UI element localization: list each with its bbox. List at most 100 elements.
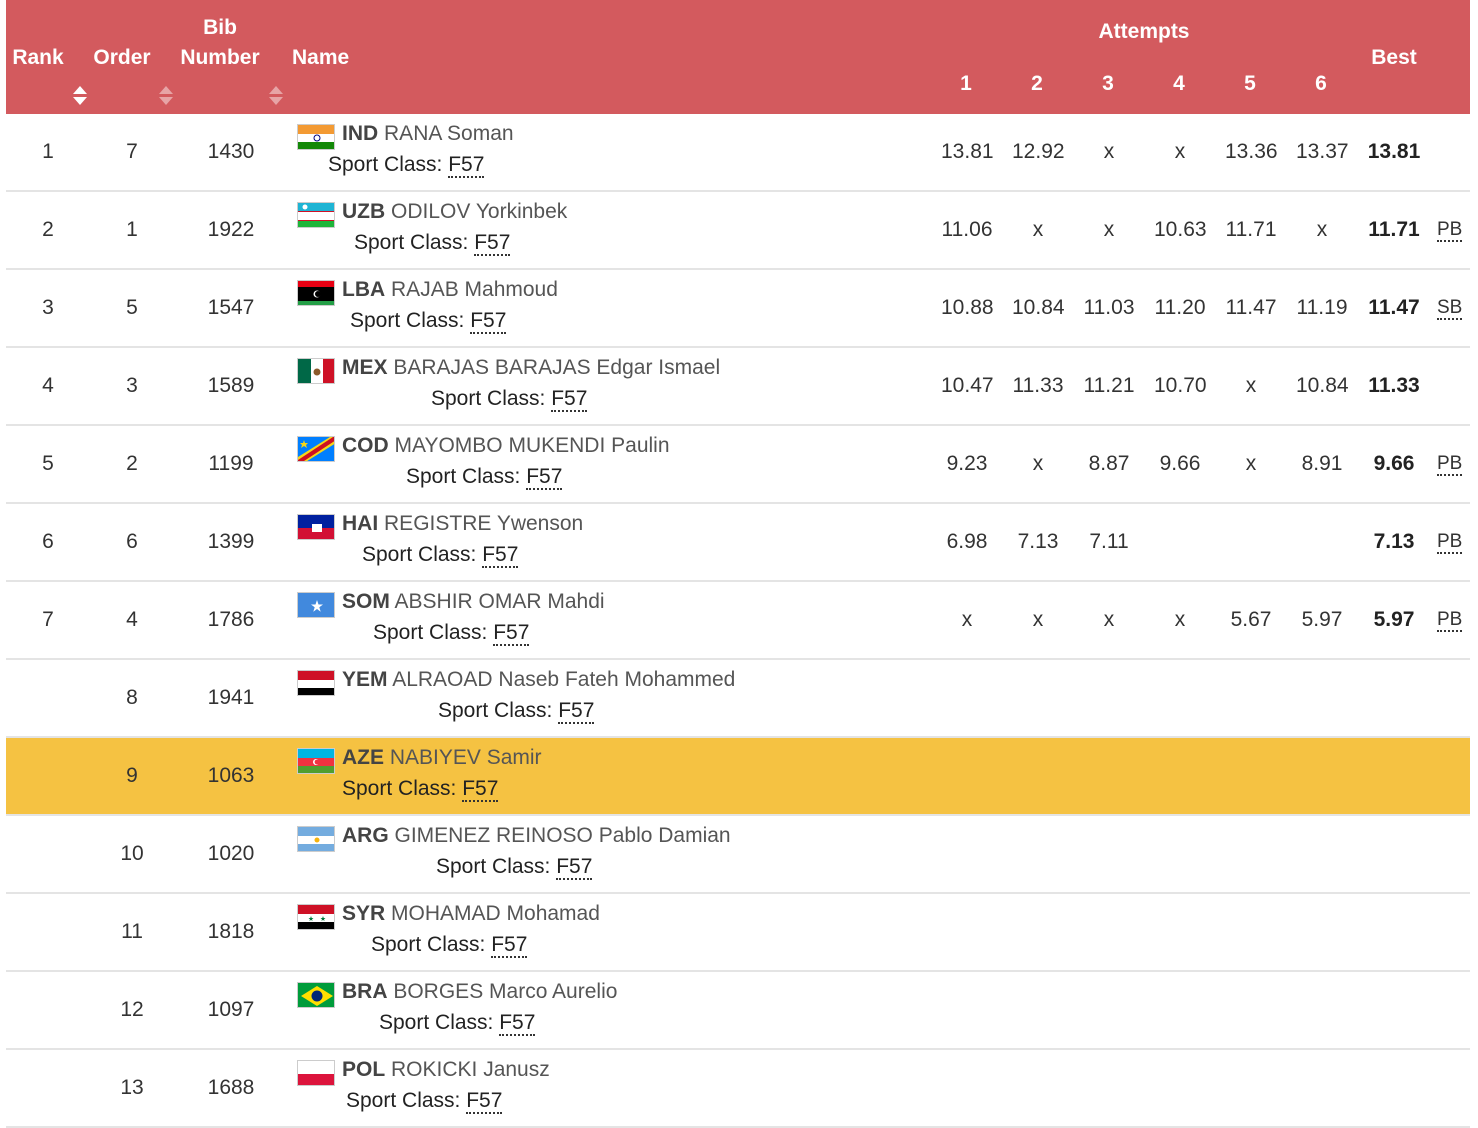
sport-class-label: Sport Class: (350, 309, 465, 332)
athlete-name[interactable]: COD MAYOMBO MUKENDI Paulin (342, 434, 670, 458)
attempt-2-cell (1012, 894, 1064, 970)
order-cell: 1 (126, 218, 138, 241)
sport-class-value[interactable]: F57 (448, 153, 485, 178)
sport-class: Sport Class: F57 (346, 1089, 503, 1114)
table-row[interactable]: 10 1020 ARG GIMENEZ REINOSO Pablo Damian Sp… (6, 816, 1470, 894)
athlete-name[interactable]: LBA RAJAB Mahmoud (342, 278, 558, 302)
athlete-name[interactable]: HAI REGISTRE Ywenson (342, 512, 583, 536)
athlete-full-name: BORGES Marco Aurelio (393, 980, 618, 1003)
table-row[interactable]: 13 1688 POL ROKICKI Janusz Sport Class: F57 (6, 1050, 1470, 1128)
order-cell: 7 (126, 140, 138, 163)
athlete-full-name: REGISTRE Ywenson (384, 512, 584, 535)
table-row[interactable]: 8 1941 YEM ALRAOAD Naseb Fateh Mohammed Spo… (6, 660, 1470, 738)
attempt-4-cell (1154, 816, 1206, 892)
athlete-full-name: BARAJAS BARAJAS Edgar Ismael (393, 356, 721, 379)
table-row[interactable]: 1 7 1430 IND RANA Soman Sport Class: F57 13.8… (6, 114, 1470, 192)
attempt-1-cell: 13.81 (941, 140, 994, 163)
athlete-name[interactable]: UZB ODILOV Yorkinbek (342, 200, 567, 224)
attempt-6-cell: 8.91 (1301, 452, 1343, 475)
table-row[interactable]: 3 5 1547 LBA RAJAB Mahmoud Sport Class: F57 1… (6, 270, 1470, 348)
sport-class-value[interactable]: F57 (551, 387, 588, 412)
sport-class-value[interactable]: F57 (474, 231, 511, 256)
athlete-full-name: RANA Soman (384, 122, 514, 145)
sport-class-label: Sport Class: (328, 153, 443, 176)
mex-flag-icon (297, 358, 335, 384)
results-table: Rank Order Bib Number Name Attempts 1 2 … (6, 0, 1470, 1128)
rank-cell: 2 (42, 218, 54, 241)
best-cell (1358, 738, 1430, 814)
table-row[interactable]: 11 1818 SYR MOHAMAD Mohamad Sport Class: F5… (6, 894, 1470, 972)
sort-rank-icon[interactable] (73, 86, 87, 106)
attempt-2-cell (1012, 1050, 1064, 1126)
athlete-name[interactable]: SOM ABSHIR OMAR Mahdi (342, 590, 605, 614)
sport-class-value[interactable]: F57 (462, 777, 499, 802)
athlete-name[interactable]: BRA BORGES Marco Aurelio (342, 980, 617, 1004)
col-best-header: Best (1371, 46, 1417, 69)
attempt-1-cell: 10.47 (941, 374, 994, 397)
rank-cell: 1 (42, 140, 54, 163)
sport-class-value[interactable]: F57 (470, 309, 507, 334)
attempt-5-cell: 5.67 (1230, 608, 1272, 631)
sport-class-value[interactable]: F57 (558, 699, 595, 724)
athlete-full-name: ODILOV Yorkinbek (391, 200, 568, 223)
attempt-4-cell: 11.20 (1154, 296, 1206, 319)
athlete-name[interactable]: AZE NABIYEV Samir (342, 746, 542, 770)
attempt-2-cell: 12.92 (1012, 140, 1065, 163)
col-rank-header[interactable]: Rank (12, 46, 64, 69)
athlete-full-name: GIMENEZ REINOSO Pablo Damian (394, 824, 731, 847)
sport-class-value[interactable]: F57 (491, 933, 528, 958)
best-cell (1358, 972, 1430, 1048)
attempt-3-cell (1083, 1050, 1135, 1126)
athlete-name[interactable]: IND RANA Soman (342, 122, 514, 146)
attempt-3-cell (1083, 660, 1135, 736)
bib-cell: 1399 (207, 530, 255, 553)
attempt-5-cell: 11.47 (1225, 296, 1277, 319)
attempt-1-cell (941, 816, 993, 892)
table-row[interactable]: 5 2 1199 COD MAYOMBO MUKENDI Paulin Sport Cl… (6, 426, 1470, 504)
table-row[interactable]: 9 1063 AZE NABIYEV Samir Sport Class: F57 (6, 738, 1470, 816)
sport-class-value[interactable]: F57 (493, 621, 530, 646)
table-row[interactable]: 7 4 1786 SOM ABSHIR OMAR Mahdi Sport Class: … (6, 582, 1470, 660)
sort-order-icon[interactable] (159, 86, 173, 106)
sport-class-value[interactable]: F57 (556, 855, 593, 880)
sport-class: Sport Class: F57 (436, 855, 593, 880)
best-cell (1358, 894, 1430, 970)
athlete-name[interactable]: ARG GIMENEZ REINOSO Pablo Damian (342, 824, 731, 848)
col-order-header[interactable]: Order (93, 46, 151, 69)
athlete-name[interactable]: POL ROKICKI Janusz (342, 1058, 550, 1082)
attempt-1-header: 1 (960, 72, 972, 95)
attempt-3-cell: x (1103, 608, 1115, 631)
order-cell: 3 (126, 374, 138, 397)
order-cell: 5 (126, 296, 138, 319)
table-row[interactable]: 6 6 1399 HAI REGISTRE Ywenson Sport Class: F… (6, 504, 1470, 582)
attempt-6-cell (1296, 972, 1348, 1048)
rank-cell (6, 738, 90, 814)
record-badge: PB (1437, 531, 1463, 554)
sport-class-label: Sport Class: (406, 465, 521, 488)
record-badge: PB (1437, 453, 1463, 476)
athlete-name[interactable]: MEX BARAJAS BARAJAS Edgar Ismael (342, 356, 720, 380)
athlete-name[interactable]: YEM ALRAOAD Naseb Fateh Mohammed (342, 668, 735, 692)
table-row[interactable]: 4 3 1589 MEX BARAJAS BARAJAS Edgar Ismael Sp… (6, 348, 1470, 426)
attempt-3-cell: x (1103, 218, 1115, 241)
col-bib-header[interactable]: Bib (203, 16, 237, 39)
sport-class-value[interactable]: F57 (482, 543, 519, 568)
attempt-6-cell (1296, 660, 1348, 736)
bib-cell: 1097 (207, 998, 255, 1021)
attempt-3-cell: 11.21 (1083, 374, 1135, 397)
sort-bib-icon[interactable] (269, 86, 283, 106)
sport-class: Sport Class: F57 (431, 387, 588, 412)
sport-class: Sport Class: F57 (354, 231, 511, 256)
sport-class-value[interactable]: F57 (499, 1011, 536, 1036)
rank-cell (6, 1050, 90, 1126)
col-bib-header-2[interactable]: Number (180, 46, 260, 69)
table-row[interactable]: 2 1 1922 UZB ODILOV Yorkinbek Sport Class: F… (6, 192, 1470, 270)
sport-class-value[interactable]: F57 (526, 465, 563, 490)
table-row[interactable]: 12 1097 BRA BORGES Marco Aurelio Sport Clas… (6, 972, 1470, 1050)
rank-cell: 6 (42, 530, 54, 553)
athlete-name[interactable]: SYR MOHAMAD Mohamad (342, 902, 600, 926)
noc-code: AZE (342, 746, 384, 769)
sport-class-label: Sport Class: (379, 1011, 494, 1034)
cod-flag-icon (297, 436, 335, 462)
sport-class-value[interactable]: F57 (466, 1089, 503, 1114)
